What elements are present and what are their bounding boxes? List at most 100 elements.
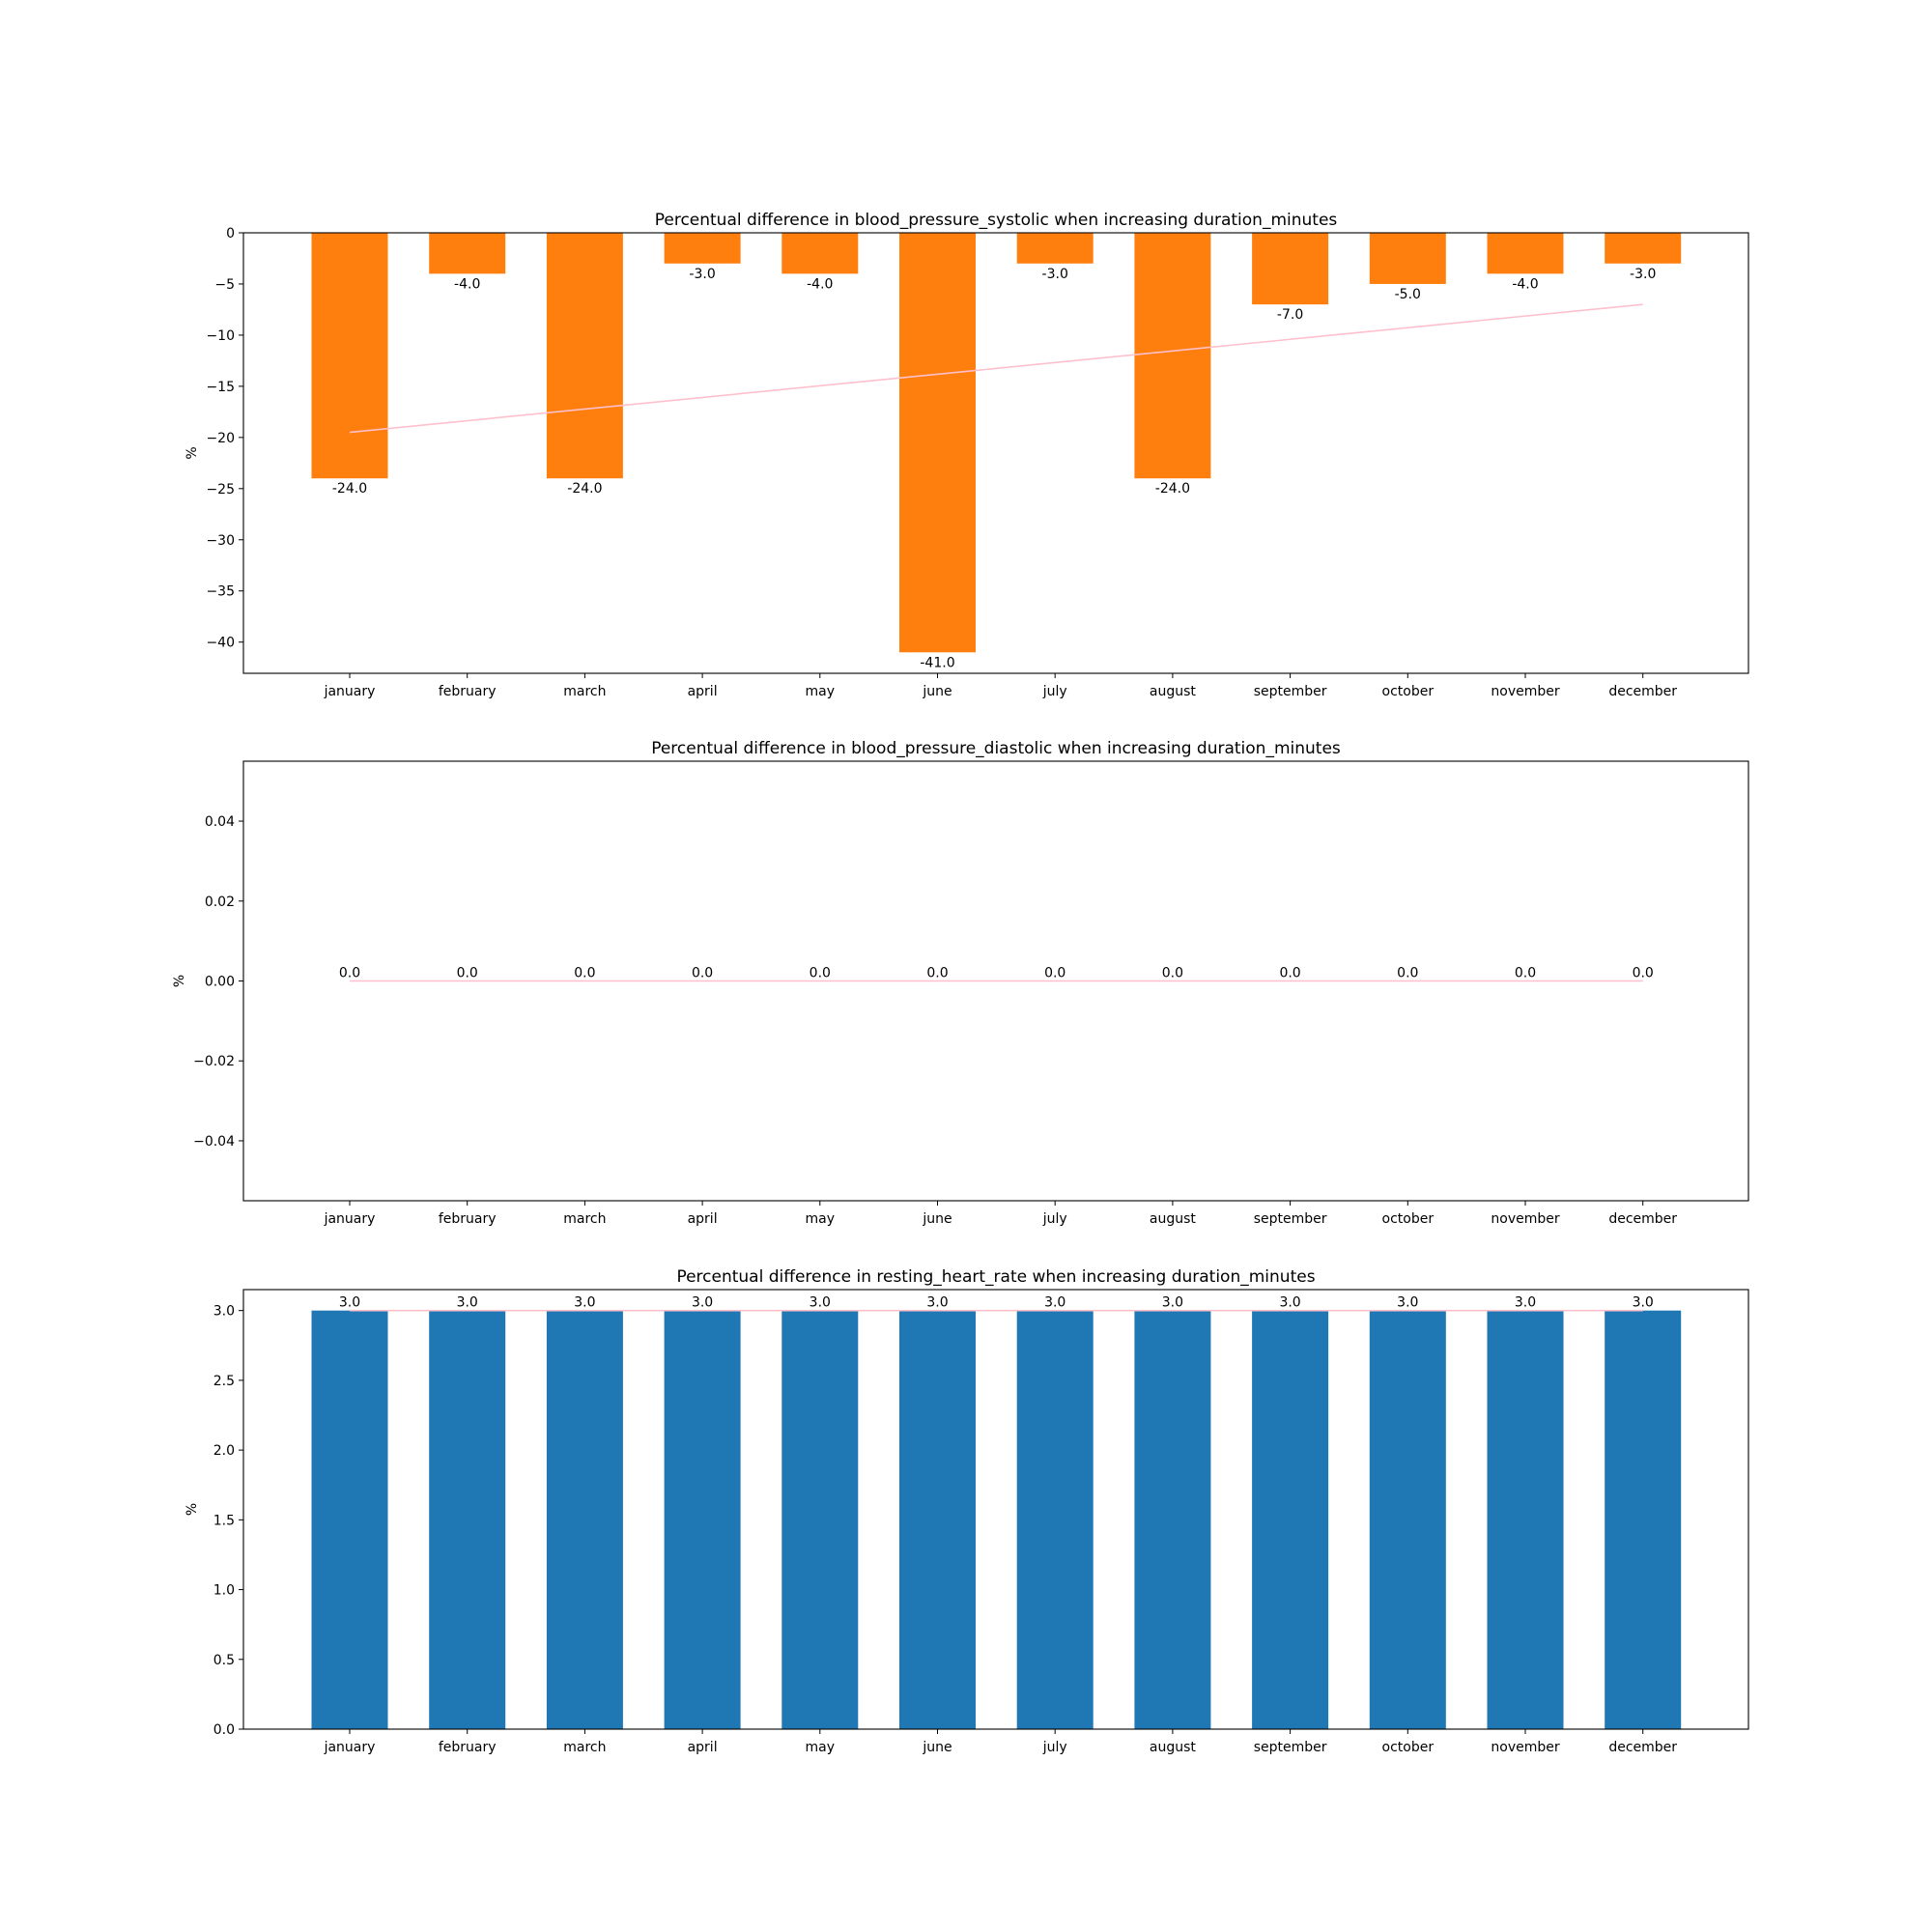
bar-march bbox=[546, 1310, 623, 1729]
bar-february bbox=[429, 233, 506, 274]
y-tick-label: 3.0 bbox=[213, 1304, 235, 1320]
chart-systolic: -24.0 -4.0 -24.0 -3.0 -4.0 -41.0 -3.0 -24.0 -7.0… bbox=[185, 211, 1749, 699]
x-tick-label-april: april bbox=[688, 684, 718, 699]
bar-december bbox=[1605, 233, 1682, 264]
bar-may bbox=[781, 233, 859, 274]
x-tick-label-june: june bbox=[922, 1740, 952, 1755]
x-tick-label-december: december bbox=[1608, 684, 1677, 699]
data-label-november: 3.0 bbox=[1515, 1295, 1536, 1311]
bar-february bbox=[429, 1310, 506, 1729]
bar-december bbox=[1605, 1310, 1682, 1729]
y-tick-label: 1.0 bbox=[213, 1583, 235, 1599]
y-tick-label: −15 bbox=[206, 380, 235, 395]
data-label-august: 3.0 bbox=[1162, 1295, 1183, 1311]
data-label-december: -3.0 bbox=[1630, 267, 1656, 282]
chart-title: Percentual difference in blood_pressure_… bbox=[651, 739, 1341, 758]
bar-march bbox=[546, 233, 623, 479]
y-tick-label: −10 bbox=[206, 328, 235, 344]
x-tick-label-june: june bbox=[922, 684, 952, 699]
data-label-august: -24.0 bbox=[1155, 481, 1190, 497]
data-label-july: 3.0 bbox=[1044, 1295, 1065, 1311]
data-label-august: 0.0 bbox=[1162, 966, 1183, 981]
x-tick-label-june: june bbox=[922, 1211, 952, 1227]
y-axis-label: % bbox=[185, 446, 200, 459]
x-tick-label-august: august bbox=[1150, 1740, 1197, 1755]
chart-title: Percentual difference in resting_heart_r… bbox=[676, 1267, 1315, 1287]
bar-june bbox=[899, 233, 976, 653]
y-tick-label: −40 bbox=[206, 636, 235, 651]
y-axis-label: % bbox=[185, 1503, 200, 1516]
data-label-february: -4.0 bbox=[454, 276, 480, 292]
x-tick-label-july: july bbox=[1042, 1211, 1067, 1227]
y-tick-label: 2.0 bbox=[213, 1443, 235, 1459]
chart-title: Percentual difference in blood_pressure_… bbox=[655, 211, 1338, 230]
bar-september bbox=[1252, 233, 1329, 305]
bar-august bbox=[1134, 1310, 1211, 1729]
y-tick-label: 0.00 bbox=[205, 975, 235, 990]
y-tick-label: 2.5 bbox=[213, 1374, 235, 1389]
x-tick-label-november: november bbox=[1491, 1211, 1559, 1227]
x-tick-label-july: july bbox=[1042, 1740, 1067, 1755]
data-label-february: 3.0 bbox=[457, 1295, 478, 1311]
x-tick-label-march: march bbox=[563, 684, 606, 699]
data-label-april: -3.0 bbox=[689, 267, 715, 282]
x-tick-label-january: january bbox=[324, 1740, 376, 1755]
data-label-september: 3.0 bbox=[1279, 1295, 1300, 1311]
x-tick-label-august: august bbox=[1150, 1211, 1197, 1227]
y-tick-label: −35 bbox=[206, 584, 235, 600]
x-tick-label-may: may bbox=[806, 1740, 836, 1755]
x-tick-label-february: february bbox=[439, 684, 497, 699]
y-tick-label: 1.5 bbox=[213, 1513, 235, 1528]
y-tick-label: 0.0 bbox=[213, 1722, 235, 1738]
y-tick-label: −20 bbox=[206, 431, 235, 446]
x-tick-label-april: april bbox=[688, 1211, 718, 1227]
x-tick-label-november: november bbox=[1491, 1740, 1559, 1755]
x-tick-label-may: may bbox=[806, 1211, 836, 1227]
x-tick-label-march: march bbox=[563, 1211, 606, 1227]
y-tick-label: −25 bbox=[206, 482, 235, 497]
data-label-april: 3.0 bbox=[692, 1295, 713, 1311]
x-tick-label-january: january bbox=[324, 684, 376, 699]
data-label-february: 0.0 bbox=[457, 966, 478, 981]
data-label-december: 3.0 bbox=[1633, 1295, 1654, 1311]
bar-november bbox=[1487, 1310, 1564, 1729]
x-tick-label-december: december bbox=[1608, 1740, 1677, 1755]
data-label-may: 3.0 bbox=[810, 1295, 831, 1311]
data-label-march: -24.0 bbox=[567, 481, 602, 497]
bar-september bbox=[1252, 1310, 1329, 1729]
bar-october bbox=[1369, 233, 1446, 284]
x-tick-label-october: october bbox=[1382, 1740, 1435, 1755]
bar-may bbox=[781, 1310, 859, 1729]
y-tick-label: −30 bbox=[206, 533, 235, 549]
data-label-may: 0.0 bbox=[810, 966, 831, 981]
bar-january bbox=[311, 233, 388, 479]
y-tick-label: −0.04 bbox=[193, 1134, 235, 1150]
data-label-march: 3.0 bbox=[574, 1295, 595, 1311]
x-tick-label-january: january bbox=[324, 1211, 376, 1227]
data-label-december: 0.0 bbox=[1633, 966, 1654, 981]
data-label-march: 0.0 bbox=[574, 966, 595, 981]
y-tick-label: −0.02 bbox=[193, 1054, 235, 1069]
data-label-january: -24.0 bbox=[332, 481, 367, 497]
y-tick-label: 0.02 bbox=[205, 895, 235, 910]
x-tick-label-march: march bbox=[563, 1740, 606, 1755]
y-tick-label: 0.5 bbox=[213, 1653, 235, 1668]
data-label-september: 0.0 bbox=[1279, 966, 1300, 981]
chart-heart-rate: 3.0 3.0 3.0 3.0 3.0 3.0 3.0 3.0 3.0 3.0 3.0 3.0 0.0 0… bbox=[185, 1267, 1749, 1755]
data-label-january: 3.0 bbox=[339, 1295, 360, 1311]
trend-line bbox=[349, 303, 1643, 434]
data-label-november: -4.0 bbox=[1512, 276, 1538, 292]
data-label-june: 3.0 bbox=[926, 1295, 948, 1311]
bar-july bbox=[1016, 1310, 1094, 1729]
data-label-november: 0.0 bbox=[1515, 966, 1536, 981]
x-tick-label-october: october bbox=[1382, 1211, 1435, 1227]
data-label-january: 0.0 bbox=[339, 966, 360, 981]
x-tick-label-august: august bbox=[1150, 684, 1197, 699]
bar-november bbox=[1487, 233, 1564, 274]
x-tick-label-july: july bbox=[1042, 684, 1067, 699]
data-label-july: 0.0 bbox=[1044, 966, 1065, 981]
x-tick-label-november: november bbox=[1491, 684, 1559, 699]
x-tick-label-april: april bbox=[688, 1740, 718, 1755]
chart-diastolic: 0.0 0.0 0.0 0.0 0.0 0.0 0.0 0.0 0.0 0.0 0.0 0.0 0.04… bbox=[172, 739, 1749, 1227]
y-tick-label: 0.04 bbox=[205, 814, 235, 830]
